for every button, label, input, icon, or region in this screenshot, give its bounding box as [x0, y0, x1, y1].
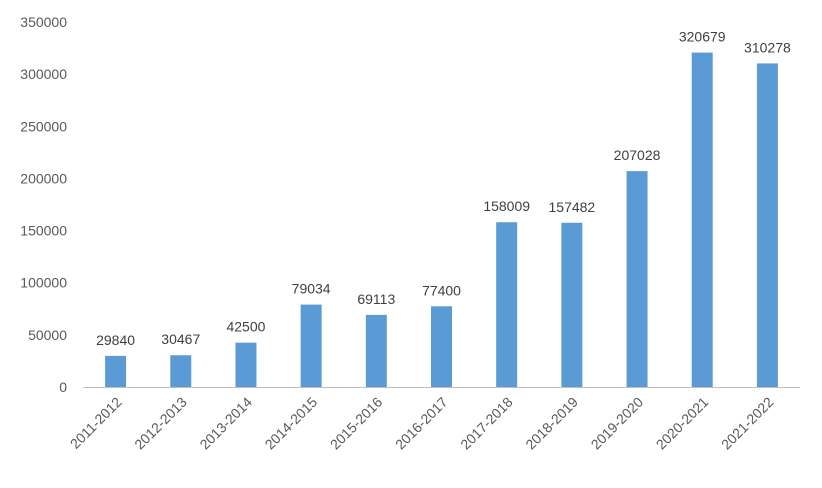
data-label: 69113 [357, 291, 395, 307]
x-tick-label: 2017-2018 [457, 394, 516, 453]
data-labels: 29840 30467 42500 79034 69113 77400 158009 1574… [96, 29, 791, 348]
y-tick-label: 350000 [20, 14, 67, 30]
x-tick-label: 2013-2014 [196, 394, 255, 453]
bar [170, 355, 192, 387]
y-axis-ticks: 0 50000 100000 150000 200000 250000 300000 3500… [20, 14, 67, 395]
bar [756, 63, 778, 387]
y-tick-label: 200000 [20, 170, 67, 186]
x-tick-label: 2014-2015 [262, 394, 321, 453]
bar [496, 222, 518, 387]
x-tick-label: 2021-2022 [718, 394, 777, 453]
y-tick-label: 150000 [20, 223, 67, 239]
y-tick-label: 50000 [28, 327, 67, 343]
data-label: 79034 [292, 281, 331, 297]
bar [235, 342, 257, 387]
data-label: 158009 [483, 198, 530, 214]
bar [626, 171, 648, 387]
x-tick-label: 2019-2020 [588, 394, 647, 453]
data-label: 157482 [549, 199, 596, 215]
bar [561, 222, 583, 387]
x-tick-label: 2015-2016 [327, 394, 386, 453]
x-tick-label: 2012-2013 [131, 394, 190, 453]
y-tick-label: 300000 [20, 66, 67, 82]
data-label: 320679 [679, 29, 726, 45]
x-axis-ticks: 2011-2012 2012-2013 2013-2014 2014-2015 2015… [67, 394, 777, 453]
x-tick-label: 2018-2019 [522, 394, 581, 453]
y-tick-label: 250000 [20, 118, 67, 134]
data-label: 29840 [96, 332, 135, 348]
y-tick-label: 100000 [20, 275, 67, 291]
data-label: 77400 [422, 282, 461, 298]
data-label: 30467 [161, 331, 200, 347]
y-tick-label: 0 [59, 379, 67, 395]
bar [691, 52, 713, 388]
data-label: 42500 [226, 319, 265, 335]
x-tick-label: 2011-2012 [67, 394, 125, 452]
bar [300, 304, 322, 387]
x-tick-label: 2020-2021 [653, 394, 712, 453]
bar [365, 314, 387, 387]
bar [105, 355, 127, 387]
data-label: 207028 [614, 147, 661, 163]
bar [431, 306, 452, 387]
bars [105, 52, 778, 388]
data-label: 310278 [744, 39, 791, 55]
x-tick-label: 2016-2017 [392, 394, 451, 453]
